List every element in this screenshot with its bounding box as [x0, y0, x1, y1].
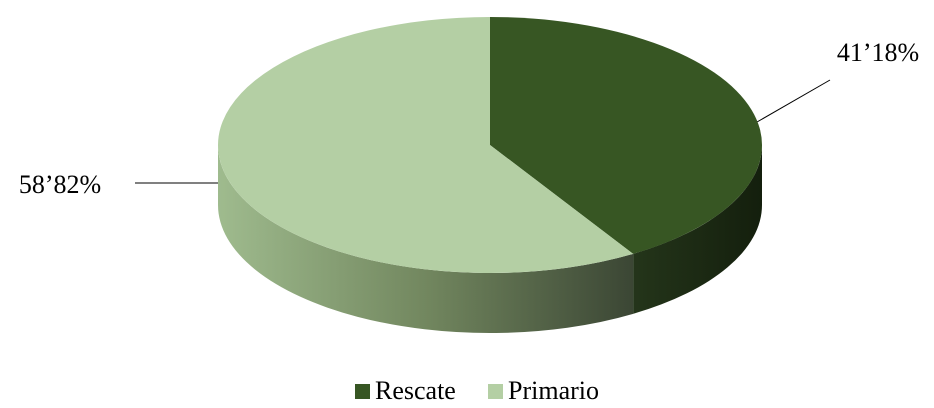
data-label: 58’82%	[19, 170, 101, 199]
slice	[217, 17, 634, 273]
legend-label: Primario	[508, 376, 599, 405]
leader-line	[756, 79, 831, 123]
slice-side	[218, 145, 634, 333]
slice	[490, 17, 762, 254]
data-label: 41’18%	[837, 38, 919, 67]
slice-side	[633, 145, 762, 314]
legend-swatch	[488, 384, 503, 399]
legend-swatch	[355, 384, 370, 399]
legend-label: Rescate	[375, 376, 456, 405]
